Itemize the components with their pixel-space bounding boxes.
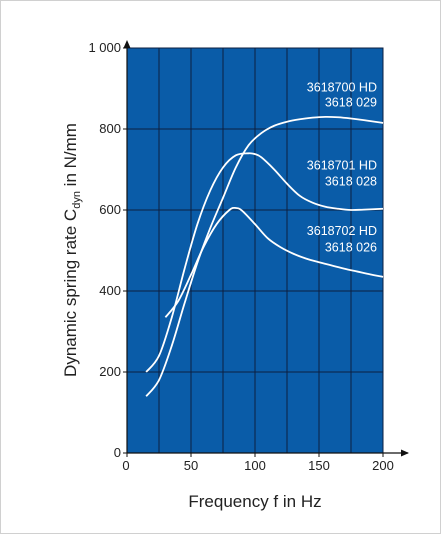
series-2-label-2: 3618 028 xyxy=(325,175,377,189)
y-axis-arrow-icon xyxy=(123,40,131,48)
series-2-label-1: 3618701 HD xyxy=(307,159,377,173)
series-line-2 xyxy=(145,152,384,373)
y-tick-label: 200 xyxy=(99,364,121,379)
y-tick-label: 400 xyxy=(99,283,121,298)
y-tick-label: 0 xyxy=(114,445,121,460)
tick-labels: 0 50 100 150 200 0 200 400 600 800 1 000 xyxy=(88,40,393,473)
y-axis-label-subscript: dyn xyxy=(71,191,83,209)
x-tick-label: 200 xyxy=(372,458,394,473)
series-3-label-2: 3618 026 xyxy=(325,240,377,254)
series-labels: 3618700 HD 3618 029 3618701 HD 3618 028 3618… xyxy=(307,80,377,254)
x-tick-label: 100 xyxy=(244,458,266,473)
y-axis-label-unit: in N/mm xyxy=(61,123,80,191)
y-tick-label: 800 xyxy=(99,121,121,136)
y-tick-label: 600 xyxy=(99,202,121,217)
series-line-3 xyxy=(164,206,384,318)
y-axis-label-main: Dynamic spring rate C xyxy=(61,209,80,377)
axes xyxy=(123,40,409,457)
x-axis-label: Frequency f in Hz xyxy=(188,492,321,511)
y-axis-label: Dynamic spring rate Cdyn in N/mm xyxy=(61,123,83,377)
series-curves xyxy=(145,115,384,397)
y-tick-label: 1 000 xyxy=(88,40,121,55)
x-tick-label: 50 xyxy=(184,458,198,473)
x-tick-label: 0 xyxy=(122,458,129,473)
series-line-1 xyxy=(145,115,384,397)
x-tick-label: 150 xyxy=(308,458,330,473)
series-1-label-1: 3618700 HD xyxy=(307,80,377,94)
series-1-label-2: 3618 029 xyxy=(325,96,377,110)
x-axis-arrow-icon xyxy=(401,449,409,457)
series-3-label-1: 3618702 HD xyxy=(307,224,377,238)
grid-lines xyxy=(127,48,383,453)
